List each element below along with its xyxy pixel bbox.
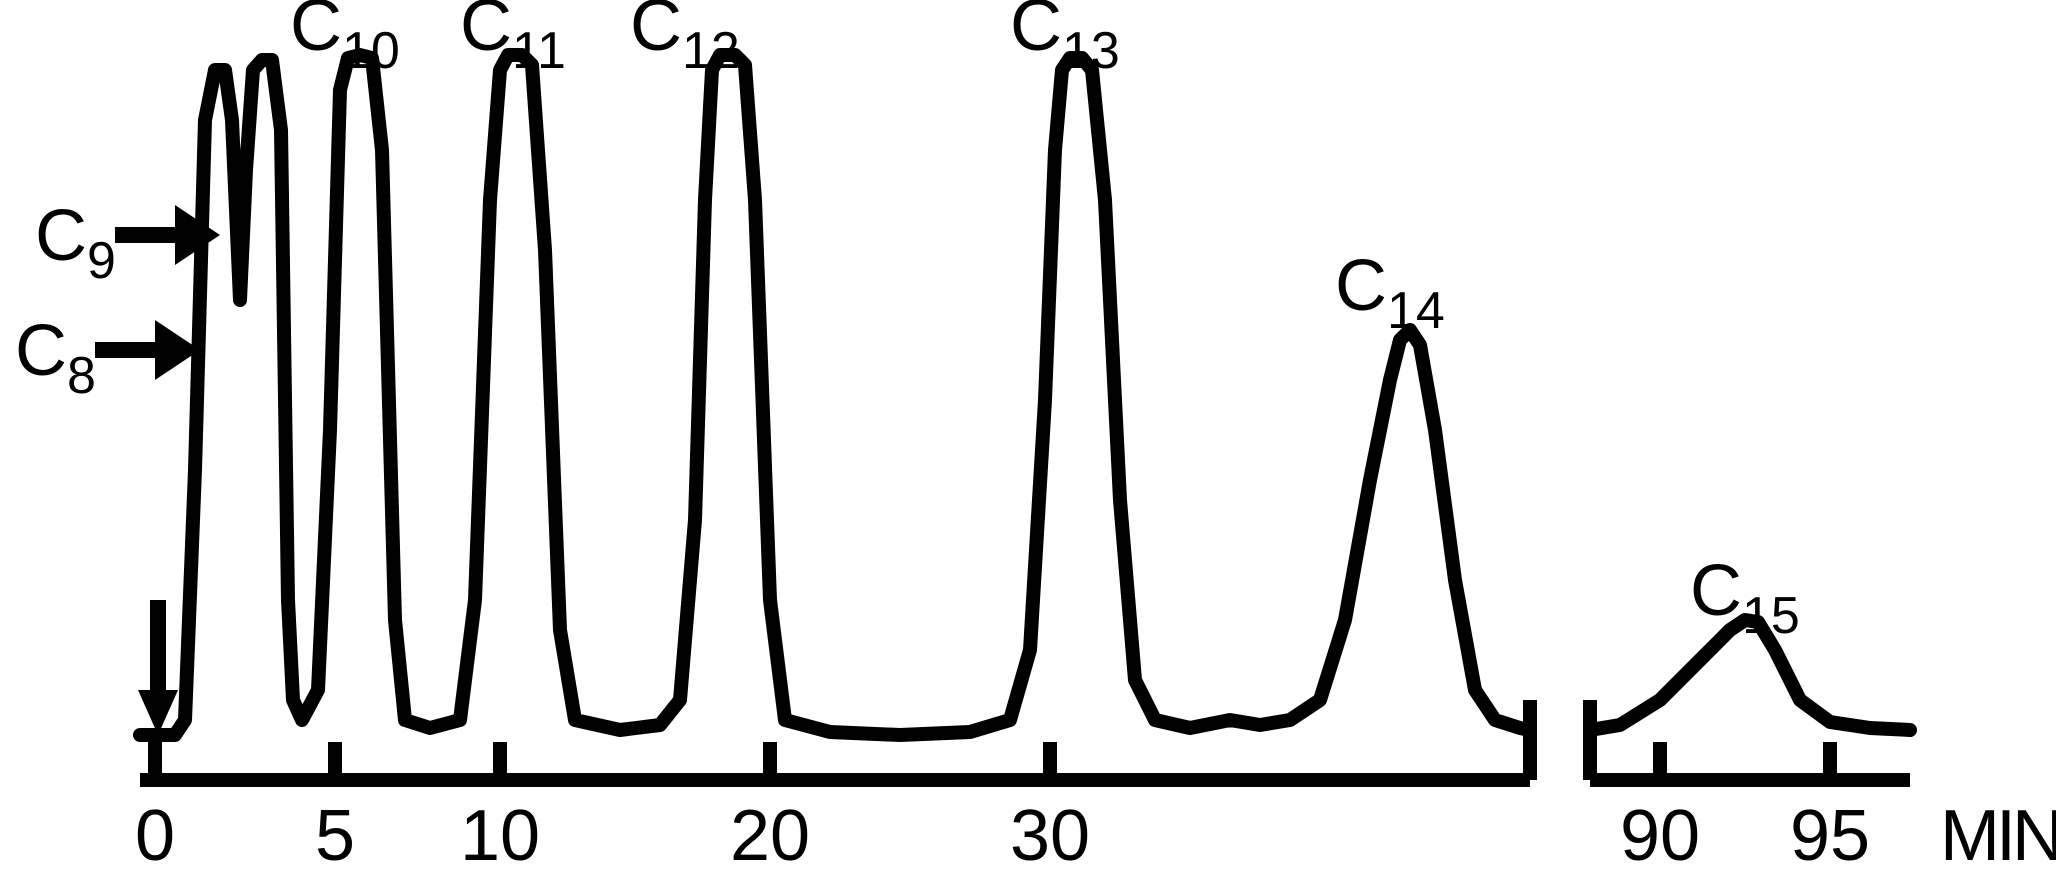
x-tick-label-6: 95 [1790,796,1870,876]
axis-unit-label: MIN [1940,796,2056,876]
injection-arrow-shaft [150,600,166,690]
x-tick-label-2: 10 [460,796,540,876]
x-tick-label-3: 20 [730,796,810,876]
x-tick-label-1: 5 [315,796,355,876]
x-tick-label-0: 0 [135,796,175,876]
chromatogram-chart: 051020309095MINC8C9C10C11C12C13C14C15 [0,0,2056,877]
side-arrow-shaft-1 [115,227,175,243]
x-tick-label-4: 30 [1010,796,1090,876]
x-tick-label-5: 90 [1620,796,1700,876]
chart-background [0,0,2056,877]
side-arrow-shaft-0 [95,342,155,358]
